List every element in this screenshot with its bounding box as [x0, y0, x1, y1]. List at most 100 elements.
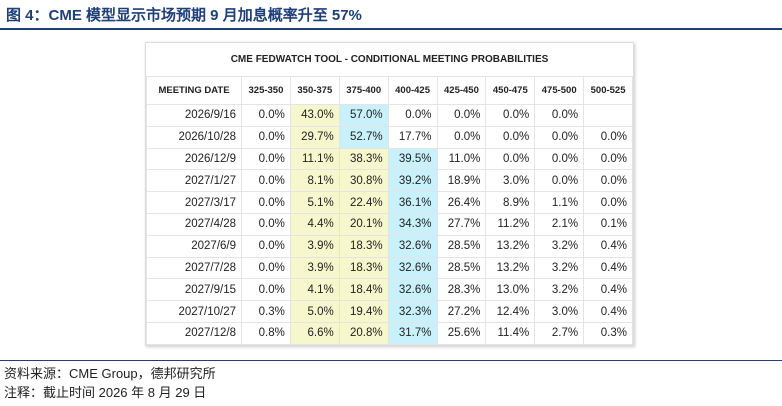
probability-cell: 6.6% [289, 321, 340, 345]
probability-cell: 13.2% [485, 234, 536, 258]
probability-cell: 22.4% [338, 191, 389, 214]
probability-cell: 8.9% [485, 191, 536, 214]
probability-cell: 0.0% [241, 104, 291, 127]
probability-cell: 34.3% [387, 212, 438, 236]
meeting-date: 2027/9/15 [146, 278, 242, 302]
table-row: 2027/1/27 0.0% 8.1% 30.8% 39.2% 18.9% 3.0% 0.0%… [146, 169, 633, 193]
table-body: 2026/9/16 0.0% 43.0% 57.0% 0.0% 0.0% 0.0% 0.0% 2… [146, 104, 633, 345]
probability-cell: 32.6% [387, 234, 438, 258]
probability-cell: 11.1% [289, 147, 340, 171]
column-header-row: MEETING DATE 325-350 350-375 375-400 400-425… [146, 76, 633, 105]
probability-cell: 4.4% [289, 212, 340, 236]
probability-cell: 2.1% [534, 212, 585, 236]
probability-cell: 3.9% [289, 256, 340, 280]
probability-cell: 39.5% [387, 147, 438, 171]
probability-cell: 3.0% [485, 169, 536, 193]
column-header: 475-500 [534, 76, 585, 105]
probability-cell: 3.2% [534, 278, 585, 302]
table-row: 2027/6/9 0.0% 3.9% 18.3% 32.6% 28.5% 13.2% 3.2%… [146, 234, 633, 258]
probability-cell: 0.0% [485, 147, 536, 171]
probability-cell: 0.0% [534, 104, 585, 127]
probability-cell: 27.2% [436, 300, 487, 323]
probability-cell: 0.4% [583, 234, 633, 258]
probability-cell: 0.0% [241, 256, 291, 280]
table-frame: CME FEDWATCH TOOL - CONDITIONAL MEETING … [145, 42, 634, 346]
probability-cell: 11.4% [485, 321, 536, 345]
probability-cell: 0.1% [583, 212, 633, 236]
probability-cell: 26.4% [436, 191, 487, 214]
probability-cell: 13.2% [485, 256, 536, 280]
probability-cell: 28.3% [436, 278, 487, 302]
table-row: 2027/4/28 0.0% 4.4% 20.1% 34.3% 27.7% 11.2% 2.1… [146, 212, 633, 236]
probability-cell: 43.0% [289, 104, 340, 127]
probability-cell: 0.0% [241, 191, 291, 214]
probability-cell: 0.0% [436, 125, 487, 149]
probability-cell: 0.0% [241, 147, 291, 171]
probability-cell: 0.0% [534, 147, 585, 171]
probability-cell: 27.7% [436, 212, 487, 236]
probability-cell: 13.0% [485, 278, 536, 302]
rule [0, 360, 782, 361]
probability-cell: 0.0% [534, 169, 585, 193]
probability-cell: 0.0% [241, 212, 291, 236]
probability-cell: 3.0% [534, 300, 585, 323]
table-row: 2026/10/28 0.0% 29.7% 52.7% 17.7% 0.0% 0.0% 0.0… [146, 125, 633, 149]
meeting-date: 2027/12/8 [146, 321, 242, 345]
probability-cell: 17.7% [387, 125, 438, 149]
meeting-date: 2027/10/27 [146, 300, 242, 323]
column-header: MEETING DATE [146, 76, 242, 105]
probability-cell: 0.0% [241, 125, 291, 149]
probability-cell: 0.3% [241, 300, 291, 323]
probability-cell [583, 104, 633, 127]
probability-cell: 3.2% [534, 234, 585, 258]
meeting-date: 2027/3/17 [146, 191, 242, 214]
probability-cell: 0.0% [583, 191, 633, 214]
table-row: 2027/12/8 0.8% 6.6% 20.8% 31.7% 25.6% 11.4% 2.7… [146, 321, 633, 345]
probability-cell: 0.0% [387, 104, 438, 127]
probability-cell: 0.3% [583, 321, 633, 345]
probability-cell: 38.3% [338, 147, 389, 171]
probability-cell: 0.4% [583, 278, 633, 302]
column-header: 375-400 [338, 76, 389, 105]
column-header: 400-425 [387, 76, 438, 105]
probability-cell: 5.1% [289, 191, 340, 214]
figure-title: 图 4：CME 模型显示市场预期 9 月加息概率升至 57% [6, 7, 362, 24]
probability-cell: 11.0% [436, 147, 487, 171]
probability-cell: 36.1% [387, 191, 438, 214]
probability-cell: 32.6% [387, 256, 438, 280]
probability-cell: 31.7% [387, 321, 438, 345]
probability-cell: 18.3% [338, 234, 389, 258]
probability-cell: 0.0% [534, 125, 585, 149]
probability-cell: 3.2% [534, 256, 585, 280]
probability-cell: 2.7% [534, 321, 585, 345]
probability-cell: 0.4% [583, 256, 633, 280]
probability-cell: 39.2% [387, 169, 438, 193]
table-row: 2026/9/16 0.0% 43.0% 57.0% 0.0% 0.0% 0.0% 0.0% [146, 104, 633, 127]
probability-cell: 19.4% [338, 300, 389, 323]
probability-cell: 4.1% [289, 278, 340, 302]
note: 注释：截止时间 2026 年 8 月 29 日 [4, 385, 207, 400]
probability-cell: 57.0% [338, 104, 389, 127]
probability-cell: 11.2% [485, 212, 536, 236]
probability-cell: 0.0% [436, 104, 487, 127]
probability-cell: 20.8% [338, 321, 389, 345]
probability-cell: 28.5% [436, 256, 487, 280]
table-title: CME FEDWATCH TOOL - CONDITIONAL MEETING … [146, 43, 633, 77]
probability-cell: 0.0% [485, 125, 536, 149]
probability-cell: 32.3% [387, 300, 438, 323]
table-row: 2027/9/15 0.0% 4.1% 18.4% 32.6% 28.3% 13.0% 3.2… [146, 278, 633, 302]
column-header: 500-525 [583, 76, 633, 105]
table-row: 2027/7/28 0.0% 3.9% 18.3% 32.6% 28.5% 13.2% 3.2… [146, 256, 633, 280]
probability-cell: 0.4% [583, 300, 633, 323]
column-header: 325-350 [241, 76, 291, 105]
column-header: 450-475 [485, 76, 536, 105]
probability-cell: 18.4% [338, 278, 389, 302]
probability-cell: 18.9% [436, 169, 487, 193]
probability-cell: 28.5% [436, 234, 487, 258]
meeting-date: 2027/7/28 [146, 256, 242, 280]
table-row: 2027/3/17 0.0% 5.1% 22.4% 36.1% 26.4% 8.9% 1.1%… [146, 191, 633, 214]
probability-cell: 5.0% [289, 300, 340, 323]
table-row: 2027/10/27 0.3% 5.0% 19.4% 32.3% 27.2% 12.4% 3.… [146, 300, 633, 323]
meeting-date: 2027/1/27 [146, 169, 242, 193]
